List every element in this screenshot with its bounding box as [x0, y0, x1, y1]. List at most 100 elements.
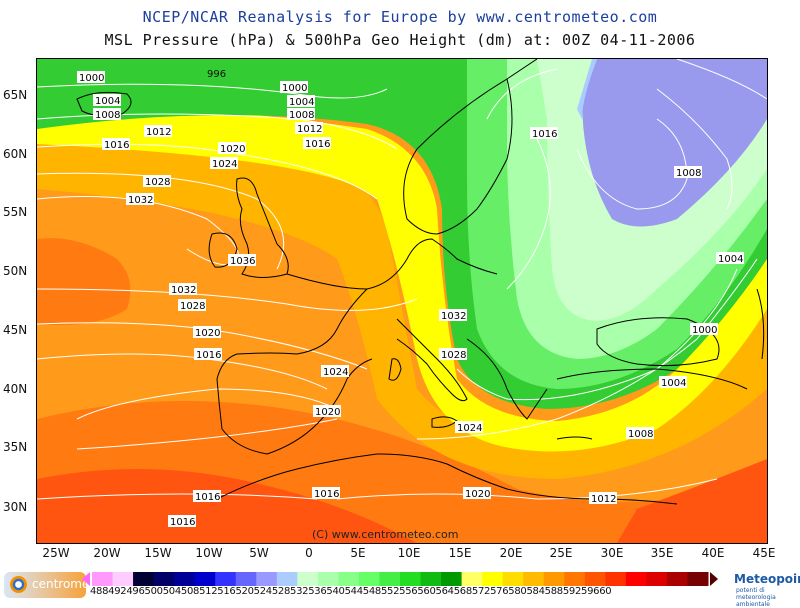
- lon-label-10e: 10E: [397, 546, 421, 560]
- color-scale-cell: [605, 572, 627, 586]
- isobar-label: 1004: [287, 95, 315, 108]
- lon-label-35e: 35E: [650, 546, 674, 560]
- color-scale-cell: [215, 572, 237, 586]
- isobar-label-text: 1020: [195, 328, 220, 339]
- isobar-label: 1016: [102, 138, 130, 151]
- color-scale-cell: [564, 572, 586, 586]
- lon-label-20w: 20W: [93, 546, 121, 560]
- geo-height-zone-red-ne: [617, 459, 767, 543]
- color-scale-cell: [543, 572, 565, 586]
- isobar-label: 1028: [143, 175, 171, 188]
- isobar-label: 1024: [210, 157, 238, 170]
- color-scale-cell: [646, 572, 668, 586]
- color-scale-cell: [317, 572, 339, 586]
- geo-height-zone-blue-trough: [582, 59, 767, 227]
- isobar-label-text: 1016: [195, 492, 220, 503]
- lat-label-65n: 65N: [3, 88, 28, 102]
- color-scale-cell: [338, 572, 360, 586]
- isobar-label: 1012: [144, 125, 172, 138]
- geo-height-zone-orange-west: [37, 238, 131, 325]
- isobar-label: 1024: [455, 421, 483, 434]
- isobar-label-text: 996: [207, 69, 226, 80]
- isobar-label: 1000: [280, 81, 308, 94]
- isobar-label-text: 1008: [676, 168, 701, 179]
- color-scale-cell: [112, 572, 134, 586]
- isobar-label: 1000: [690, 323, 718, 336]
- centrometeo-logo[interactable]: centrometeo: [4, 572, 109, 598]
- isobar-label-text: 1028: [180, 301, 205, 312]
- isobar-label: 1004: [716, 252, 744, 265]
- geo-height-zone-red-south: [37, 469, 417, 543]
- color-scale-cell: [420, 572, 442, 586]
- lat-label-45n: 45N: [3, 323, 28, 337]
- isobar-label-text: 1024: [212, 159, 237, 170]
- color-scale-cell: [276, 572, 298, 586]
- isobar-label-text: 1032: [441, 311, 466, 322]
- color-scale-cell: [482, 572, 504, 586]
- isobar-label: 1016: [312, 487, 340, 500]
- isobar-lines: [37, 59, 767, 500]
- isobar-label-text: 1028: [145, 177, 170, 188]
- lon-label-25w: 25W: [42, 546, 70, 560]
- color-scale-cell: [235, 572, 257, 586]
- isobar-label-text: 1032: [128, 195, 153, 206]
- lon-label-40e: 40E: [701, 546, 725, 560]
- map-title: NCEP/NCAR Reanalysis for Europe by www.c…: [142, 8, 658, 26]
- geo-height-zone-light-orange: [37, 129, 767, 479]
- color-scale-cell: [461, 572, 483, 586]
- isobar-label-text: 1004: [718, 254, 743, 265]
- isobar-label: 1000: [77, 71, 105, 84]
- globe-icon: [10, 576, 27, 593]
- lat-label-30n: 30N: [3, 500, 28, 514]
- isobar-label-text: 1028: [441, 350, 466, 361]
- lon-label-15e: 15E: [448, 546, 472, 560]
- isobar-label-text: 1020: [465, 489, 490, 500]
- color-scale-cell: [297, 572, 319, 586]
- isobar-label: 1008: [93, 108, 121, 121]
- color-scale-cell: [441, 572, 463, 586]
- color-scale-cell: [666, 572, 688, 586]
- isobar-label: 1024: [321, 365, 349, 378]
- isobar-label: 1028: [178, 299, 206, 312]
- isobar-label: 1004: [93, 94, 121, 107]
- isobar-label-text: 1012: [146, 127, 171, 138]
- color-scale-cell: [584, 572, 606, 586]
- isobar-label: 1008: [674, 166, 702, 179]
- isobar-labels: 1000 996 1004 1008 1000 1004 1008 1012 1…: [77, 69, 744, 528]
- isobar-label-text: 1000: [692, 325, 717, 336]
- geo-height-zone-pale-blue: [577, 59, 597, 119]
- meteopoint-logo[interactable]: Meteopoint potenti di meteorologia ambie…: [718, 572, 800, 608]
- color-scale-cell: [523, 572, 545, 586]
- color-scale-cell: [687, 572, 709, 586]
- isobar-label: 1028: [439, 348, 467, 361]
- isobar-label-text: 1004: [661, 378, 686, 389]
- color-scale-right-arrow: [710, 572, 718, 586]
- isobar-label-text: 1004: [289, 97, 314, 108]
- isobar-label-text: 1012: [591, 494, 616, 505]
- isobar-label: 1032: [439, 309, 467, 322]
- color-scale-cell: [153, 572, 175, 586]
- isobar-label-text: 1008: [95, 110, 120, 121]
- isobar-label-text: 1016: [532, 129, 557, 140]
- lon-label-20e: 20E: [499, 546, 523, 560]
- isobar-label: 1016: [193, 490, 221, 503]
- isobar-label-text: 1000: [79, 73, 104, 84]
- copyright-text: (C) www.centrometeo.com: [312, 528, 459, 541]
- isobar-label-text: 1020: [315, 407, 340, 418]
- lon-label-5e: 5E: [350, 546, 366, 560]
- lat-label-60n: 60N: [3, 147, 28, 161]
- isobar-label: 1020: [218, 142, 246, 155]
- isobar-label: 1012: [295, 122, 323, 135]
- lon-label-0: 0: [305, 546, 313, 560]
- isobar-label-text: 1032: [171, 285, 196, 296]
- color-scale-left-arrow: [82, 572, 90, 586]
- color-scale-labels: 4884924965005045085125165205245285325365…: [90, 586, 612, 597]
- color-scale-cell: [625, 572, 647, 586]
- isobar-label-text: 1008: [289, 110, 314, 121]
- isobar-label-text: 1004: [95, 96, 120, 107]
- map-canvas[interactable]: 1000 996 1004 1008 1000 1004 1008 1012 1…: [36, 58, 768, 544]
- lon-label-5w: 5W: [249, 546, 269, 560]
- isobar-label: 1012: [589, 492, 617, 505]
- isobar-label-text: 1008: [628, 429, 653, 440]
- isobar-label-text: 1016: [104, 140, 129, 151]
